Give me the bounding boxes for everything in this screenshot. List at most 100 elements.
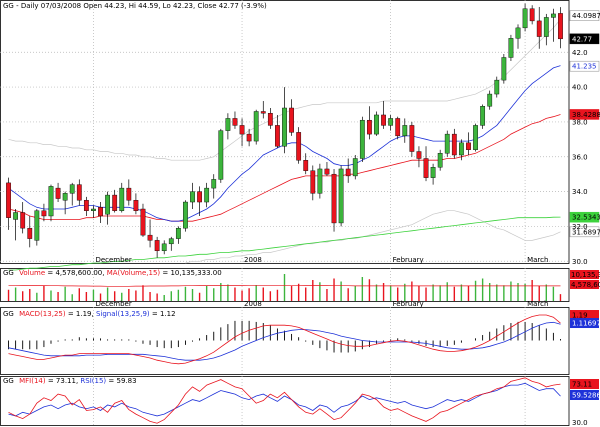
macd-line xyxy=(8,314,561,365)
volume-ma-header-label: MA(Volume,15) xyxy=(107,269,161,277)
candle-body xyxy=(515,27,521,39)
volume-header-label: Volume xyxy=(19,269,45,277)
candle xyxy=(190,182,195,210)
candle xyxy=(275,114,280,149)
candle xyxy=(197,186,202,216)
candle xyxy=(62,191,68,215)
axes-labels: 30.0 32.0 34.0 36.0 38.0 40.0 42.0 December Dece… xyxy=(95,49,587,308)
candle-body xyxy=(154,240,160,252)
candle xyxy=(331,168,337,232)
volume-header-value: = 4,578,600.00, xyxy=(47,269,106,277)
candle xyxy=(388,114,394,131)
candle xyxy=(402,118,408,143)
candle-body xyxy=(34,210,40,241)
candle-body xyxy=(345,168,351,177)
x-axis-label: February xyxy=(393,300,424,308)
macd-frame xyxy=(0,307,570,375)
candle xyxy=(218,128,224,183)
candle xyxy=(6,177,11,230)
candle xyxy=(480,104,486,129)
candle-body xyxy=(459,142,464,156)
macd-symbol: GG xyxy=(3,310,14,318)
volume-ma-line xyxy=(8,284,561,287)
candle-body xyxy=(543,17,549,37)
candle-body xyxy=(473,125,478,150)
candle-body xyxy=(331,173,337,224)
candle-body xyxy=(197,191,202,203)
candle-body xyxy=(423,158,429,178)
candle xyxy=(225,113,231,140)
price-tag-label: 38.4288 xyxy=(572,111,600,119)
macd-header-label: MACD(13,25) xyxy=(19,310,66,318)
candle xyxy=(310,165,316,201)
candle-body xyxy=(409,125,415,152)
candle-body xyxy=(324,168,330,175)
rsi-line xyxy=(8,382,561,417)
candle-body xyxy=(359,119,365,159)
candle-body xyxy=(98,207,103,217)
candle xyxy=(140,203,146,237)
candle xyxy=(345,158,351,183)
price-tag-label: 44.0987 xyxy=(572,12,600,20)
candle xyxy=(289,99,294,136)
oscillator-tag-label: 59.5286 xyxy=(572,392,600,400)
candle xyxy=(444,130,450,157)
x-axis-label: December xyxy=(95,300,131,308)
price-tick-label: 30.0 xyxy=(572,258,588,266)
candle-body xyxy=(126,187,132,201)
candle-body xyxy=(6,182,11,218)
candle xyxy=(27,215,33,248)
candle-body xyxy=(175,227,181,239)
candle xyxy=(133,193,139,215)
oscillator-tick-label: 30.0 xyxy=(572,419,588,427)
candle-body xyxy=(430,167,436,178)
candle xyxy=(473,123,478,152)
candle-body xyxy=(204,187,210,203)
rsi-header-value: = 59.83 xyxy=(108,377,136,385)
candle-body xyxy=(20,212,26,229)
candle xyxy=(13,209,19,241)
candle-body xyxy=(69,184,75,194)
candle-body xyxy=(239,125,245,135)
candle-body xyxy=(119,187,125,211)
candle xyxy=(367,106,372,140)
candle-body xyxy=(444,133,450,154)
x-axis-label: 2008 xyxy=(244,300,262,308)
candle-body xyxy=(451,133,457,156)
candle-body xyxy=(83,200,89,211)
volume-tag-label: 4,578,600 xyxy=(571,281,600,289)
candle xyxy=(126,179,132,206)
signal-line xyxy=(8,321,561,361)
price-tag xyxy=(569,211,600,223)
candle xyxy=(296,127,302,164)
candle xyxy=(501,53,507,84)
candle-body xyxy=(211,179,217,189)
candle xyxy=(451,128,457,159)
candle-body xyxy=(76,184,82,201)
candle xyxy=(260,101,266,119)
candle xyxy=(76,179,82,206)
candle xyxy=(508,34,514,61)
price-panel: 44.0987 42.77 41.235 38.4288 32.5343 31.6897 xyxy=(6,3,600,271)
candle xyxy=(105,191,110,225)
candle xyxy=(543,13,549,46)
candle xyxy=(303,153,309,175)
candle xyxy=(211,174,217,199)
price-tick-label: 42.0 xyxy=(572,49,588,57)
candle xyxy=(246,128,252,147)
candle xyxy=(69,182,75,206)
x-axis-label: December xyxy=(95,256,131,264)
candle xyxy=(416,146,422,168)
candle xyxy=(352,155,358,180)
candle xyxy=(161,240,167,255)
candle-body xyxy=(218,130,224,180)
candle-body xyxy=(374,114,379,135)
macd-tag-label: 1.11697 xyxy=(572,320,600,328)
mfi-header-label: MFI(14) xyxy=(19,377,46,385)
price-tag xyxy=(569,109,600,120)
candle xyxy=(168,236,174,251)
price-tag xyxy=(569,60,600,72)
candle xyxy=(381,101,386,129)
candle-body xyxy=(522,8,528,29)
candle xyxy=(154,236,160,258)
